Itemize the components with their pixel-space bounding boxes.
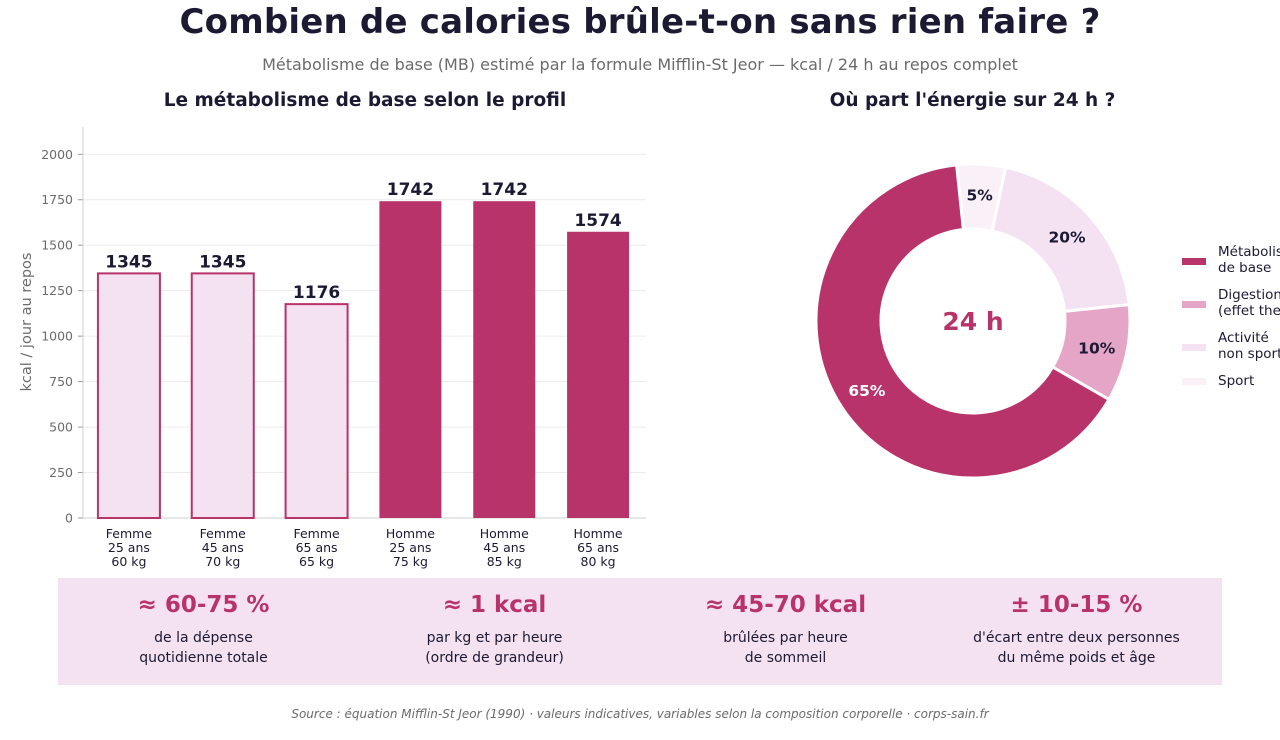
x-tick-label-line: 25 ans	[108, 540, 150, 555]
donut-center-label: 24 h	[942, 307, 1003, 336]
x-tick-label-line: 65 ans	[296, 540, 338, 555]
legend-swatch	[1182, 301, 1206, 308]
stat-value: ± 10-15 %	[1010, 592, 1143, 618]
slice-percent-label: 20%	[1048, 228, 1086, 246]
y-tick-label: 750	[49, 374, 73, 389]
y-tick-label: 1250	[41, 283, 73, 298]
bar	[473, 201, 536, 518]
stat-description: de la dépense quotidienne totale	[139, 630, 268, 666]
x-tick-label: Homme 65 ans 80 kg	[574, 526, 623, 569]
stat-card: ≈ 1 kcal par kg et par heure (ordre de g…	[349, 578, 640, 685]
x-tick-label-line: 70 kg	[205, 554, 240, 569]
y-tick-label: 2000	[41, 147, 73, 162]
stat-card: ≈ 60-75 % de la dépense quotidienne tota…	[58, 578, 349, 685]
source-note: Source : équation Mifflin-St Jeor (1990)…	[291, 707, 989, 721]
bar-value-label: 1345	[199, 252, 246, 272]
slice-percent-label: 65%	[848, 382, 886, 400]
y-tick-label: 250	[49, 465, 73, 480]
x-tick-label-line: 65 kg	[299, 554, 334, 569]
x-tick-label: Homme 25 ans 75 kg	[386, 526, 435, 569]
x-tick-label: Femme 45 ans 70 kg	[200, 526, 247, 569]
y-tick-label: 0	[65, 511, 73, 526]
x-tick-label-line: 65 ans	[577, 540, 619, 555]
bar-value-label: 1345	[105, 252, 152, 272]
legend-label: non sport	[1218, 346, 1280, 362]
legend-item: Sport	[1182, 373, 1280, 389]
y-tick-label: 1750	[41, 192, 73, 207]
slice-percent-label: 10%	[1078, 339, 1116, 357]
stat-card: ± 10-15 % d'écart entre deux personnes d…	[931, 578, 1222, 685]
legend-item: Digestion (effet the	[1182, 287, 1280, 319]
legend-item: Métabolis de base	[1182, 244, 1280, 276]
y-tick-label: 1000	[41, 329, 73, 344]
bar-value-label: 1176	[293, 283, 340, 303]
donut-legend: Métabolis de base Digestion (effet the Activ…	[1182, 244, 1280, 400]
x-tick-label-line: Femme	[106, 526, 153, 541]
stat-description: d'écart entre deux personnes du même poi…	[973, 630, 1180, 666]
x-tick-label-line: 25 ans	[389, 540, 431, 555]
x-tick-label-line: 45 ans	[202, 540, 244, 555]
stat-value: ≈ 1 kcal	[442, 592, 547, 618]
legend-label: de base	[1218, 260, 1272, 276]
x-tick-label-line: 85 kg	[487, 554, 522, 569]
donut-slice	[814, 163, 1112, 480]
stat-description: par kg et par heure (ordre de grandeur)	[425, 630, 564, 666]
bar-value-label: 1574	[574, 211, 621, 231]
x-tick-label-line: 75 kg	[393, 554, 428, 569]
bar	[567, 231, 630, 518]
stat-value: ≈ 60-75 %	[137, 592, 270, 618]
x-tick-label-line: Homme	[480, 526, 529, 541]
x-tick-label-line: Femme	[200, 526, 247, 541]
legend-swatch	[1182, 344, 1206, 351]
stat-card: ≈ 45-70 kcal brûlées par heure de sommei…	[640, 578, 931, 685]
legend-label: Sport	[1218, 373, 1255, 389]
x-tick-label: Femme 25 ans 60 kg	[106, 526, 153, 569]
stat-description: brûlées par heure de sommeil	[723, 630, 848, 666]
bar	[96, 272, 161, 519]
legend-swatch	[1182, 258, 1206, 265]
bar	[190, 272, 255, 519]
x-tick-label-line: Femme	[293, 526, 340, 541]
stats-banner: ≈ 60-75 % de la dépense quotidienne tota…	[58, 578, 1222, 685]
x-tick-label-line: Homme	[386, 526, 435, 541]
y-tick-label: 500	[49, 420, 73, 435]
stat-value: ≈ 45-70 kcal	[704, 592, 867, 618]
slice-percent-label: 5%	[966, 187, 993, 205]
legend-item: Activité non sport	[1182, 330, 1280, 362]
bar-value-label: 1742	[387, 180, 434, 200]
legend-label: (effet the	[1218, 303, 1280, 319]
legend-swatch	[1182, 378, 1206, 385]
bar-value-label: 1742	[481, 180, 528, 200]
x-tick-label-line: 45 ans	[483, 540, 525, 555]
y-tick-label: 1500	[41, 238, 73, 253]
legend-label: Métabolis	[1218, 244, 1280, 260]
donut-chart: 5% 20% 10% 65% 24 h	[814, 162, 1132, 480]
main-title: Combien de calories brûle-t-on sans rien…	[179, 2, 1101, 42]
x-tick-label-line: Homme	[574, 526, 623, 541]
subtitle: Métabolisme de base (MB) estimé par la f…	[262, 55, 1018, 74]
donut-chart-title: Où part l'énergie sur 24 h ?	[829, 90, 1116, 111]
x-tick-label: Femme 65 ans 65 kg	[293, 526, 340, 569]
x-tick-label-line: 60 kg	[111, 554, 146, 569]
x-tick-label: Homme 45 ans 85 kg	[480, 526, 529, 569]
bar	[379, 201, 442, 518]
x-tick-label-line: 80 kg	[581, 554, 616, 569]
bar-chart-title: Le métabolisme de base selon le profil	[163, 90, 567, 111]
legend-label: Digestion	[1218, 287, 1280, 303]
bar	[284, 303, 349, 519]
legend-label: Activité	[1218, 330, 1269, 346]
